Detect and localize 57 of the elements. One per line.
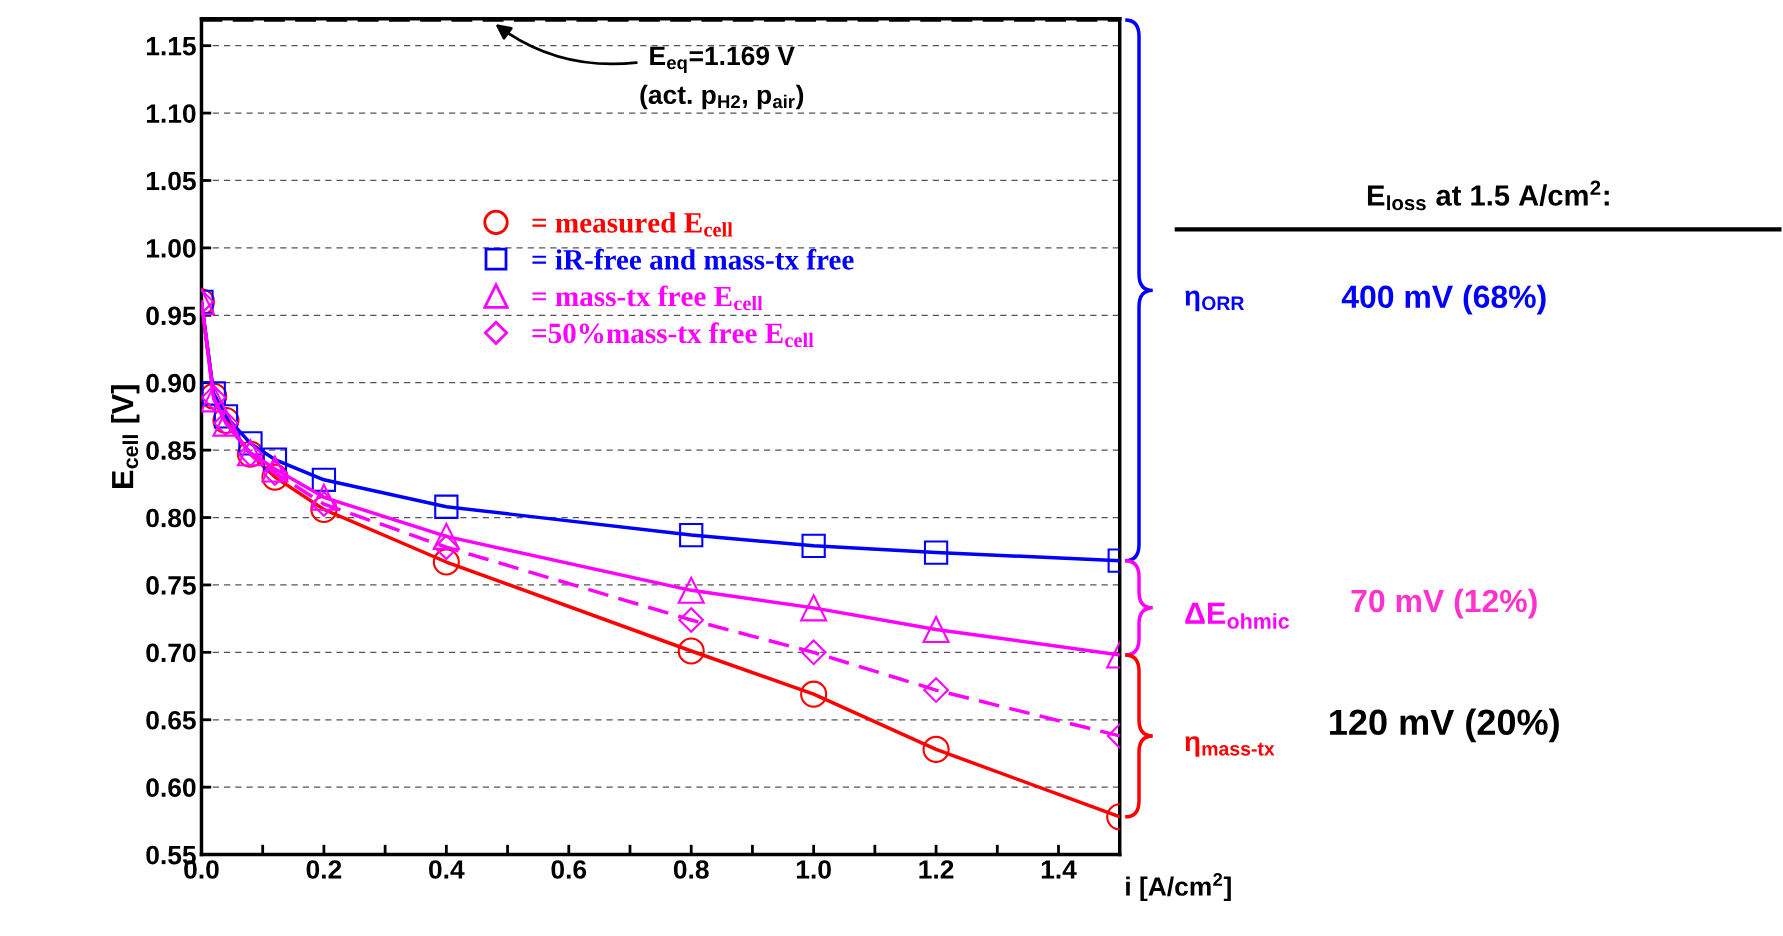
y-axis-title: E$_{cell}$ [V] xyxy=(110,385,140,488)
legend-label: = measured E$_{cell}$ xyxy=(532,212,733,237)
point xyxy=(922,615,950,643)
point xyxy=(800,680,828,708)
legend-label: = mass-tx free E$_{cell}$ xyxy=(532,285,763,311)
point xyxy=(434,494,459,519)
y-tick-label: 0.75 xyxy=(146,576,196,595)
point xyxy=(800,639,827,666)
y-tick-label: 0.80 xyxy=(146,508,196,528)
point xyxy=(677,637,705,665)
text: 70 mV (12%) xyxy=(1351,588,1537,619)
legend-label: = iR-free and mass-tx free xyxy=(532,248,854,270)
x-tick-label: 1.2 xyxy=(919,860,954,879)
point xyxy=(679,522,704,548)
y-tick-label: 0.95 xyxy=(146,306,196,326)
point xyxy=(310,483,338,511)
point xyxy=(922,735,950,763)
text: η$_{mass‐tx}$ xyxy=(1185,736,1275,757)
x-tick-label: 1.0 xyxy=(796,860,831,879)
point xyxy=(800,594,828,622)
point xyxy=(311,467,337,492)
point xyxy=(261,455,289,483)
point xyxy=(261,463,289,491)
x-tick-label: 1.4 xyxy=(1041,860,1077,879)
y-tick-label: 0.60 xyxy=(146,778,196,797)
y-tick-label: 1.00 xyxy=(146,239,196,258)
x-axis-title: i [A/cm$^{2}$] xyxy=(1126,872,1231,902)
point xyxy=(678,607,705,633)
x-tick-label: 0.6 xyxy=(551,860,587,879)
text: 400 mV (68%) xyxy=(1341,284,1546,315)
point xyxy=(262,460,288,486)
point xyxy=(433,534,460,561)
y-tick-label: 1.10 xyxy=(146,104,196,123)
y-tick-label: 0.90 xyxy=(146,373,196,393)
y-tick-label: 0.85 xyxy=(146,441,196,460)
point xyxy=(677,576,705,604)
x-tick-label: 0.2 xyxy=(306,860,342,879)
point xyxy=(923,540,949,565)
point xyxy=(311,491,337,517)
text: η$_{ORR}$ xyxy=(1185,290,1245,312)
ref-line-label: E$_{eq}$=1.169 V (act. p$_{H2}$, p$_{air}$) xyxy=(640,46,804,110)
y-tick-label: 0.65 xyxy=(146,710,196,730)
x-tick-label: 0.8 xyxy=(673,860,709,879)
x-tick-label: 0.4 xyxy=(429,860,465,879)
legend-label: =50%mass-tx free E$_{cell}$ xyxy=(532,322,814,348)
point xyxy=(923,677,949,703)
point xyxy=(238,431,263,456)
y-tick-label: 0.70 xyxy=(146,643,196,663)
text: E$_{loss}$ at 1.5 A/cm$^{2}$: xyxy=(1367,180,1609,211)
text: 120 mV (20%) xyxy=(1330,708,1559,743)
point xyxy=(213,404,239,429)
point xyxy=(432,548,460,576)
point xyxy=(801,533,826,558)
text: ΔE$_{ohmic}$ xyxy=(1185,602,1289,629)
point xyxy=(432,522,460,550)
y-tick-label: 1.15 xyxy=(146,37,196,56)
y-tick-label: 1.05 xyxy=(146,171,196,191)
